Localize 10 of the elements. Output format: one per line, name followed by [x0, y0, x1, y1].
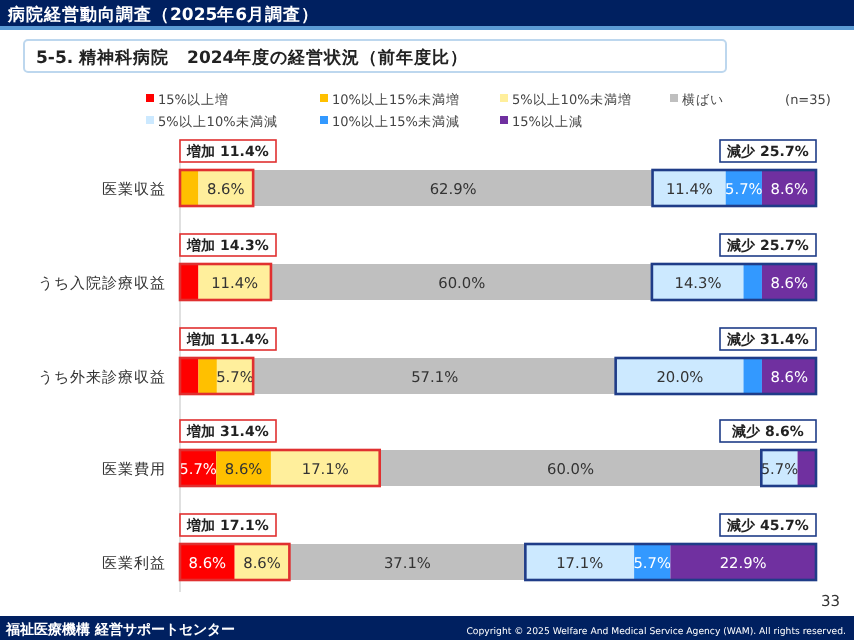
bar: [270, 264, 653, 300]
bar: [743, 264, 762, 300]
bar: [743, 358, 762, 394]
chart-title: 病院経営動向調査（2025年6月調査）: [6, 4, 320, 26]
bar: [198, 358, 217, 394]
bar: [253, 170, 654, 206]
bar: [379, 450, 762, 486]
bar: [289, 544, 526, 580]
chart-subtitle: 5-5. 精神科病院 2024年度の経営状況（前年度比）: [36, 47, 469, 69]
bar: [253, 358, 617, 394]
